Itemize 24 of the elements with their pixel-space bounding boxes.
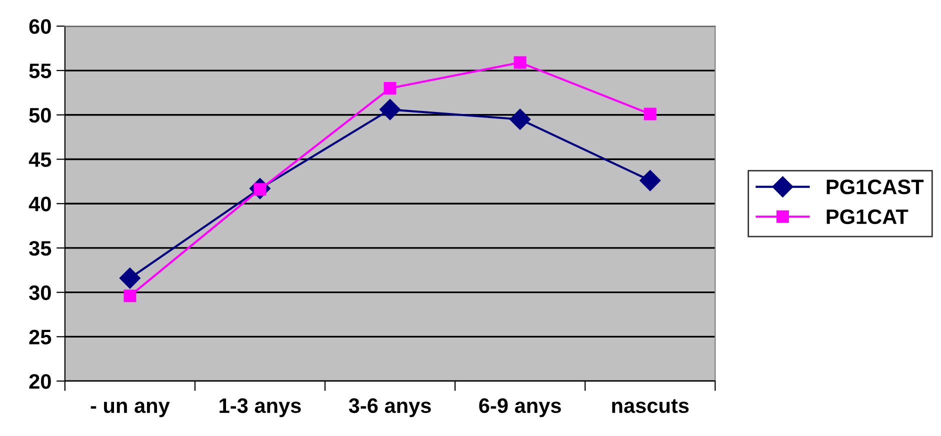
y-tick-label: 30 — [29, 285, 51, 300]
x-tick-label: 3-6 anys — [348, 398, 431, 418]
x-tick-label: 6-9 anys — [479, 398, 561, 418]
x-tick-label: - un any — [90, 402, 170, 418]
point — [119, 268, 140, 289]
y-tick-label: 45 — [28, 152, 52, 168]
point — [384, 82, 396, 95]
point — [644, 108, 656, 120]
point — [514, 56, 526, 69]
point — [124, 290, 136, 302]
y-tick-label: 35 — [29, 240, 52, 256]
y-tick-label: 55 — [29, 64, 52, 78]
legend-label: PG1CAST — [826, 180, 924, 194]
point — [380, 99, 401, 120]
y-tick-label: 40 — [28, 196, 51, 212]
point — [640, 170, 661, 192]
y-tick-label: 25 — [29, 330, 52, 344]
legend-label: PG1CAT — [826, 209, 908, 224]
x-tick-label: 1-3 anys — [220, 398, 301, 418]
x-tick-label: nascuts — [612, 399, 689, 414]
y-tick-label: 60 — [29, 19, 51, 34]
y-tick-label: 50 — [29, 108, 51, 123]
y-tick-label: 20 — [29, 374, 51, 389]
point — [510, 108, 531, 130]
